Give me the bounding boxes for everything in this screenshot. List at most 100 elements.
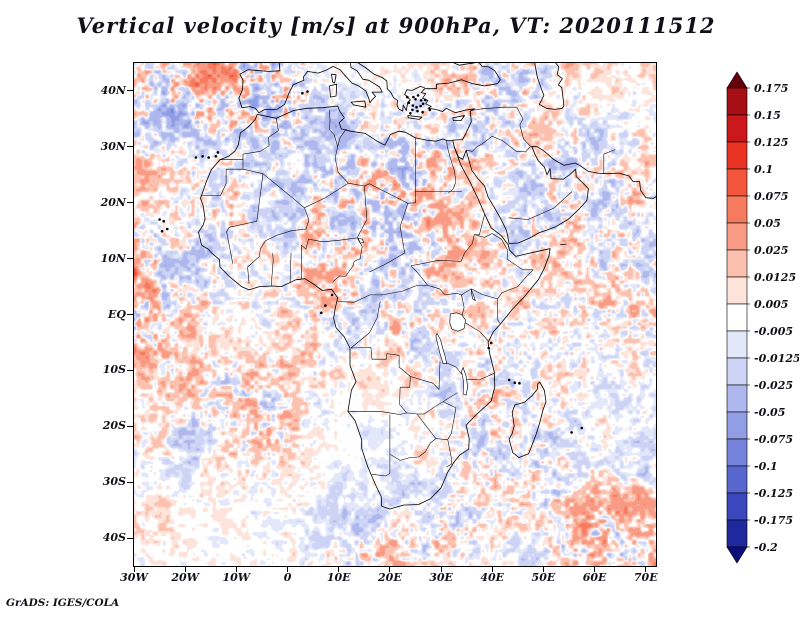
colorbar-label: -0.175 <box>754 514 793 527</box>
grads-credit-label: GrADS: IGES/COLA <box>6 597 120 609</box>
y-axis-tick <box>127 146 133 148</box>
colorbar: 0.175 0.15 0.125 0.1 0.075 0.05 0.025 0.0125 0.0… <box>726 71 799 564</box>
x-axis-tick-label: 50E <box>531 571 556 584</box>
colorbar-top-arrow <box>726 71 748 89</box>
x-axis-tick <box>287 567 289 572</box>
colorbar-segment <box>726 384 748 413</box>
island-coastline <box>350 100 367 108</box>
colorbar-label: 0.075 <box>754 190 788 203</box>
country-border <box>410 361 441 390</box>
island-dot <box>518 381 521 385</box>
y-axis-tick-label: 10S <box>102 363 126 377</box>
y-axis-tick-label: EQ <box>108 307 126 321</box>
y-axis-tick <box>127 202 133 204</box>
country-border <box>347 410 418 415</box>
x-axis-tick <box>542 567 544 572</box>
coastline <box>332 63 383 104</box>
country-border <box>455 366 495 381</box>
island-dot <box>421 110 424 114</box>
y-axis-tick <box>127 258 133 260</box>
island-dot <box>428 108 432 112</box>
x-axis-tick-label: 10W <box>222 571 251 584</box>
velocity-field-canvas <box>134 63 656 566</box>
island-dot <box>507 378 511 382</box>
colorbar-label: 0.1 <box>754 163 773 176</box>
x-axis-tick-label: 20E <box>378 571 402 584</box>
island-dot <box>216 151 220 154</box>
coastline-borders-overlay <box>158 63 656 510</box>
colorbar-segment <box>726 465 748 494</box>
colorbar-segment <box>726 357 748 386</box>
island-dot <box>580 426 584 430</box>
country-border <box>301 239 309 279</box>
country-border <box>348 182 416 204</box>
colorbar-label: -0.1 <box>754 460 778 473</box>
y-axis-tick-label: 40S <box>102 531 126 545</box>
colorbar-segment <box>726 195 748 224</box>
lake-outline <box>435 332 448 364</box>
island-dot <box>407 101 411 104</box>
colorbar-segment <box>726 330 748 359</box>
island-dot <box>487 346 491 350</box>
x-axis-tick <box>440 567 442 572</box>
country-border <box>247 207 310 284</box>
x-axis-tick-label: 60E <box>582 571 607 584</box>
lake-outline <box>461 366 469 396</box>
colorbar-bottom-arrow <box>726 546 748 564</box>
x-axis-tick-label: 0 <box>283 571 292 584</box>
country-border <box>446 439 452 468</box>
island-dot <box>419 104 422 108</box>
coastline <box>238 63 334 114</box>
colorbar-label: 0.05 <box>754 217 781 230</box>
island-dot <box>570 431 573 434</box>
country-border <box>410 265 462 296</box>
island-dot <box>214 155 218 158</box>
colorbar-label: 0.15 <box>754 109 781 122</box>
colorbar-segment <box>726 168 748 197</box>
x-axis-tick-label: 40E <box>480 571 505 584</box>
x-axis-tick <box>645 567 647 572</box>
colorbar-segment <box>726 141 748 170</box>
island-dot <box>207 156 210 159</box>
coastline <box>357 63 425 112</box>
country-border <box>389 438 448 461</box>
coastline <box>453 63 475 66</box>
x-axis-tick <box>133 567 135 572</box>
y-axis-tick <box>127 537 133 539</box>
x-axis-tick-label: 10E <box>326 571 351 584</box>
colorbar-label: 0.005 <box>754 298 788 311</box>
colorbar-label: 0.0125 <box>754 271 796 284</box>
colorbar-segment <box>726 519 748 548</box>
country-border <box>369 203 409 273</box>
x-axis-tick <box>491 567 493 572</box>
y-axis-tick-label: 40N <box>100 83 126 97</box>
colorbar-segment <box>726 492 748 521</box>
x-axis-tick <box>184 567 186 572</box>
island-dot <box>513 381 517 385</box>
country-border <box>442 401 457 440</box>
island-coastline <box>407 115 423 120</box>
coastline <box>534 63 565 110</box>
island-coastline <box>452 115 465 121</box>
country-border <box>356 185 368 239</box>
colorbar-label: -0.0125 <box>754 352 799 365</box>
country-border <box>508 191 573 220</box>
country-border <box>471 288 498 300</box>
island-dot <box>160 229 164 233</box>
island-dot <box>414 98 417 101</box>
island-dot <box>201 155 204 158</box>
island-dot <box>415 105 418 109</box>
figure-title: Vertical velocity [m/s] at 900hPa, VT: 2… <box>76 13 716 38</box>
island-dot <box>423 98 427 102</box>
island-coastline <box>331 73 337 84</box>
island-dot <box>409 112 412 115</box>
island-dot <box>406 95 409 99</box>
country-border <box>497 250 534 325</box>
colorbar-label: -0.005 <box>754 325 793 338</box>
y-axis-tick-label: 30S <box>102 475 126 489</box>
country-border <box>308 237 363 282</box>
lake-outline <box>471 289 476 302</box>
lake-outline <box>449 312 466 332</box>
country-border <box>337 128 347 147</box>
